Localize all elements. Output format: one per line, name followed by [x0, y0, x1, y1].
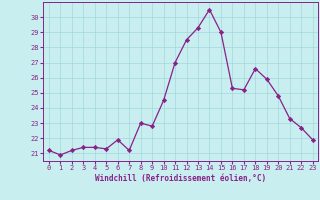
X-axis label: Windchill (Refroidissement éolien,°C): Windchill (Refroidissement éolien,°C) [95, 174, 266, 183]
